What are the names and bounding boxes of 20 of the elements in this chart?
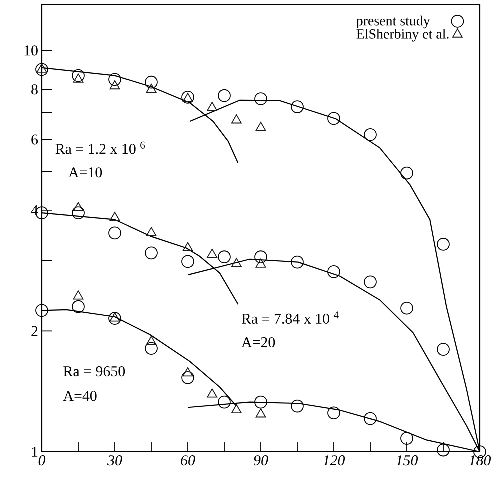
legend-label: present study [356,16,430,29]
annotation: Ra = 1.2 x 10 $^{6}$ [56,142,146,154]
annotation: A=40 [63,391,97,402]
x-tick-label: 150 [396,456,418,466]
annotation: Ra = 9650 [64,366,126,377]
x-tick-label: 60 [181,456,196,466]
x-tick-label: 90 [254,456,268,466]
x-tick-label: 30 [108,456,122,466]
y-tick-label: 6 [32,134,38,145]
x-tick-label: 0 [38,456,46,466]
annotation: Ra = 7.84 x 10 $^{4}$ [242,312,339,324]
annotation: A=20 [242,337,276,348]
y-tick-label: 8 [32,84,38,95]
annotation: A=10 [68,168,102,178]
y-tick-label: 2 [32,326,38,336]
x-tick-label: 120 [323,456,346,466]
y-tick-label: 10 [24,46,38,56]
legend-label: ElSherbiny et al. [356,29,449,42]
x-tick-label: 180 [469,456,492,466]
y-tick-label: 1 [32,447,38,457]
